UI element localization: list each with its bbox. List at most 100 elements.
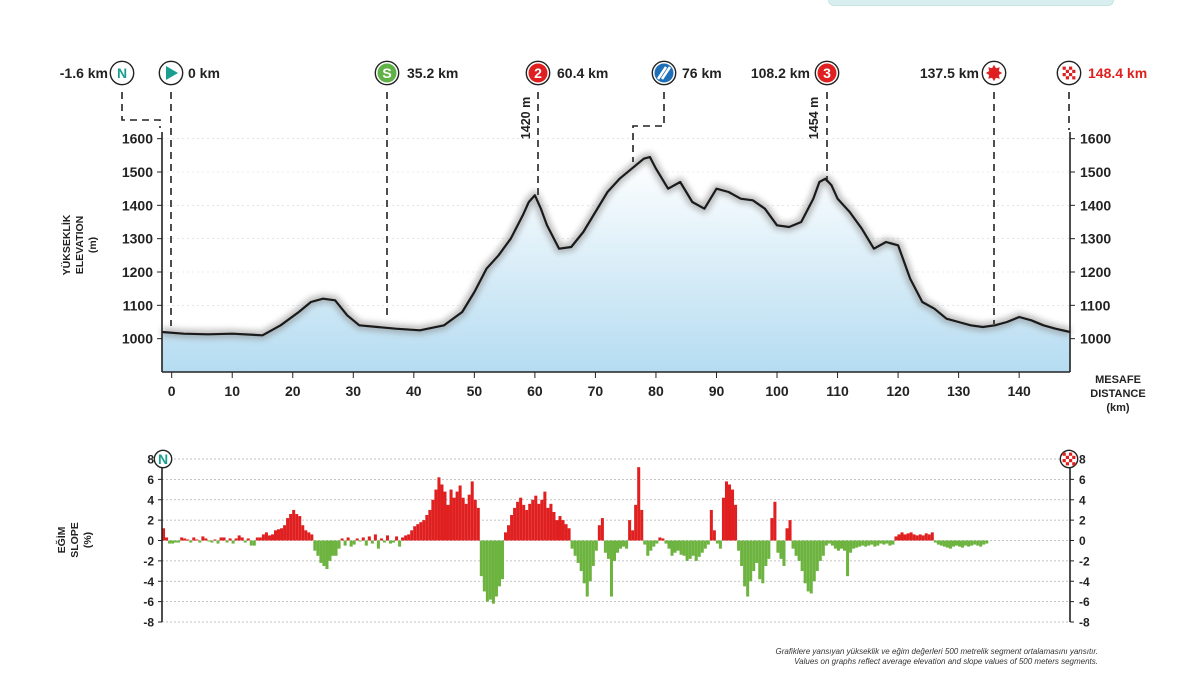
slope-bar-uphill [283,525,287,541]
slope-bar-downhill [398,540,402,547]
slope-bar-uphill [367,536,371,541]
finish-flag-icon-check [1065,76,1069,80]
distance-x-tick-label: 10 [224,383,240,399]
slope-bar-downhill [740,540,744,566]
slope-bar-uphill [712,530,716,541]
slope-bar-downhill [700,540,704,553]
elevation-axis-label: YÜKSEKLİK [60,214,73,275]
slope-bar-downhill [189,540,193,543]
slope-bar-downhill [622,540,626,547]
slope-bar-downhill [891,540,895,545]
slope-bar-downhill [358,540,362,542]
slope-bar-uphill [516,501,520,541]
marker-km-label: 60.4 km [557,65,608,81]
finish-flag-icon-check [1065,455,1069,459]
slope-bar-downhill [177,540,181,543]
slope-bar-downhill [982,540,986,545]
distance-x-tick-label: 20 [285,383,301,399]
finish-flag-icon-check [1069,66,1073,70]
slope-bar-uphill [458,485,462,541]
slope-y-tick-label: -8 [1079,616,1090,630]
slope-bar-downhill [818,540,822,561]
distance-x-tick-label: 140 [1007,383,1031,399]
slope-bar-uphill [452,497,456,541]
distance-x-tick-label: 60 [527,383,543,399]
slope-bar-uphill [504,532,508,541]
slope-bar-downhill [316,540,320,556]
slope-bar-downhill [945,540,949,548]
slope-bar-downhill [591,540,595,566]
slope-y-tick-label: -4 [1079,575,1090,589]
slope-bar-downhill [243,540,247,543]
slope-bar-downhill [939,540,943,546]
slope-bar-downhill [479,540,483,577]
slope-bar-uphill [437,477,441,541]
slope-bar-downhill [364,540,368,546]
slope-bar-uphill [410,530,414,541]
slope-bar-uphill [525,509,529,541]
slope-bar-downhill [168,540,172,544]
slope-bar-downhill [824,540,828,546]
footnote-line-en: Values on graphs reflect average elevati… [794,657,1098,666]
slope-bar-downhill [821,540,825,556]
sprint-icon: S [374,60,400,86]
slope-bar-uphill [473,499,477,541]
slope-bar-downhill [958,540,962,547]
slope-bar-downhill [679,540,683,555]
slope-bar-uphill [192,537,196,541]
slope-bar-downhill [758,540,762,580]
distance-x-tick-label: 0 [168,383,176,399]
slope-bar-downhill [718,540,722,549]
slope-bar-uphill [773,501,777,541]
slope-bar-uphill [770,518,774,541]
slope-bar-downhill [249,540,253,546]
slope-bar-uphill [277,529,281,541]
start-flag-icon [158,60,184,86]
slope-bar-downhill [625,540,629,549]
slope-bar-downhill [313,540,317,551]
slope-bar-uphill [201,536,205,541]
climb-category-3-icon-glyph: 3 [823,65,831,81]
slope-bar-downhill [319,540,323,563]
slope-bar-downhill [836,540,840,551]
slope-bar-uphill [927,534,931,541]
slope-bar-uphill [564,524,568,541]
slope-bar-uphill [600,518,604,541]
slope-bar-downhill [389,540,393,544]
slope-bar-uphill [909,532,913,541]
slope-bar-uphill [307,532,311,541]
finish-flag-icon-check [1062,459,1066,463]
slope-bar-downhill [682,540,686,556]
slope-bar-uphill [267,535,271,541]
slope-bar-uphill [724,481,728,541]
slope-bar-downhill [676,540,680,551]
slope-bar-uphill [407,534,411,541]
slope-bar-downhill [761,540,765,584]
slope-bar-downhill [585,540,589,597]
slope-bar-uphill [292,509,296,541]
slope-bar-downhill [352,540,356,545]
slope-bar-downhill [609,540,613,597]
distance-x-tick-label: 120 [886,383,910,399]
distance-axis-label: MESAFE [1095,374,1141,386]
climb-category-2-icon-bg [528,63,548,83]
finish-flag-icon-check [1072,76,1076,80]
slope-bar-uphill [431,499,435,541]
slope-bar-downhill [392,540,396,543]
elevation-line [161,155,1071,337]
slope-bar-uphill [661,538,665,541]
slope-bar-downhill [749,540,753,582]
slope-bar-downhill [576,540,580,563]
slope-bar-uphill [180,537,184,541]
slope-bar-downhill [867,540,871,546]
elevation-y-tick-label: 1200 [1080,264,1111,280]
slope-bar-downhill [933,540,937,543]
slope-bar-uphill [631,530,635,541]
slope-bar-downhill [809,540,813,594]
slope-bar-downhill [870,540,874,545]
neutral-start-icon-bg [112,63,132,83]
distance-x-tick-label: 110 [826,383,849,399]
slope-bar-uphill [709,509,713,541]
slope-bar-downhill [964,540,968,546]
slope-bar-downhill [322,540,326,566]
